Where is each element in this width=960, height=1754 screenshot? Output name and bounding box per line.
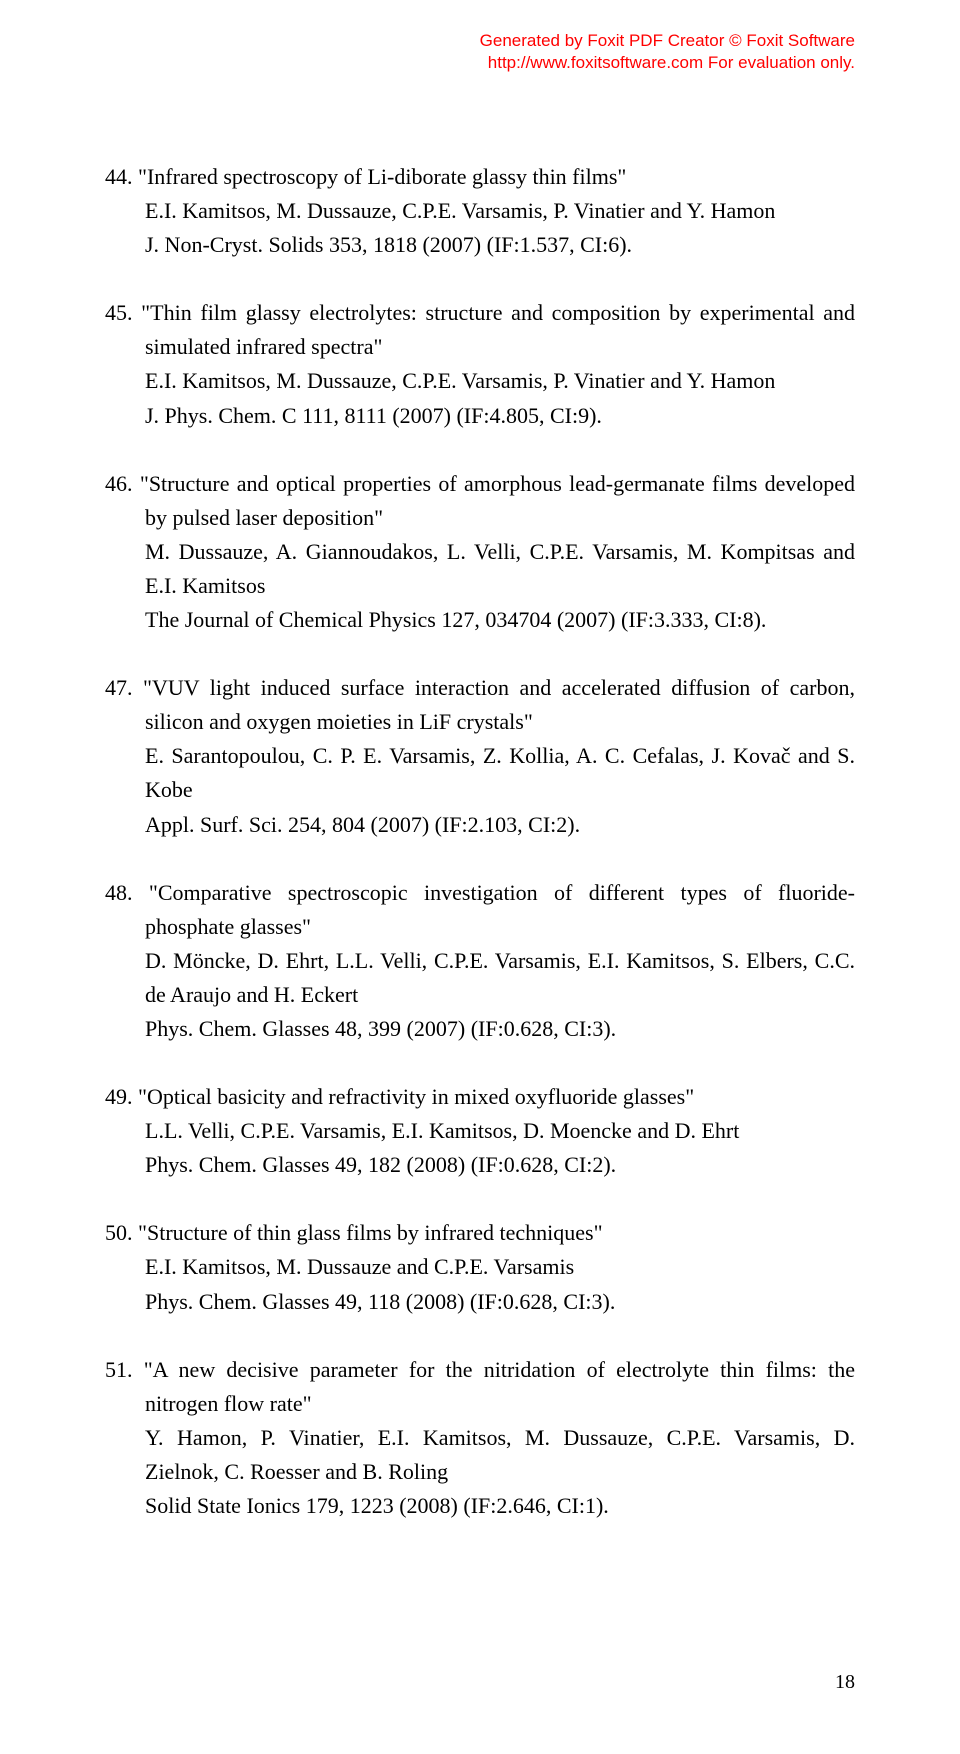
entry-title: "Comparative spectroscopic investigation… — [145, 880, 855, 939]
reference-entry: 45. "Thin film glassy electrolytes: stru… — [105, 296, 855, 432]
entry-pub: Phys. Chem. Glasses 49, 118 (2008) (IF:0… — [145, 1289, 615, 1314]
entry-authors: Y. Hamon, P. Vinatier, E.I. Kamitsos, M.… — [145, 1425, 855, 1484]
watermark-line1: Generated by Foxit PDF Creator © Foxit S… — [480, 30, 855, 52]
entry-num: 49. — [105, 1084, 133, 1109]
entry-pub: The Journal of Chemical Physics 127, 034… — [145, 607, 766, 632]
entry-authors: M. Dussauze, A. Giannoudakos, L. Velli, … — [145, 539, 855, 598]
entry-title: "Thin film glassy electrolytes: structur… — [141, 300, 855, 359]
entry-num: 51. — [105, 1357, 133, 1382]
entry-pub: Phys. Chem. Glasses 49, 182 (2008) (IF:0… — [145, 1152, 616, 1177]
entry-pub: Appl. Surf. Sci. 254, 804 (2007) (IF:2.1… — [145, 812, 580, 837]
content: 44. "Infrared spectroscopy of Li-diborat… — [105, 160, 855, 1557]
watermark: Generated by Foxit PDF Creator © Foxit S… — [480, 30, 855, 74]
reference-entry: 46. "Structure and optical properties of… — [105, 467, 855, 637]
page: Generated by Foxit PDF Creator © Foxit S… — [0, 0, 960, 1754]
reference-entry: 50. "Structure of thin glass films by in… — [105, 1216, 855, 1318]
entry-title: "Structure and optical properties of amo… — [140, 471, 855, 530]
reference-entry: 47. "VUV light induced surface interacti… — [105, 671, 855, 841]
entry-authors: E.I. Kamitsos, M. Dussauze, C.P.E. Varsa… — [145, 198, 775, 223]
reference-entry: 48. "Comparative spectroscopic investiga… — [105, 876, 855, 1046]
entry-title: "Optical basicity and refractivity in mi… — [138, 1084, 694, 1109]
entry-pub: J. Phys. Chem. C 111, 8111 (2007) (IF:4.… — [145, 403, 602, 428]
reference-entry: 49. "Optical basicity and refractivity i… — [105, 1080, 855, 1182]
entry-num: 48. — [105, 880, 133, 905]
entry-num: 47. — [105, 675, 133, 700]
entry-num: 45. — [105, 300, 133, 325]
entry-title: "VUV light induced surface interaction a… — [143, 675, 855, 734]
entry-pub: Phys. Chem. Glasses 48, 399 (2007) (IF:0… — [145, 1016, 616, 1041]
entry-authors: L.L. Velli, C.P.E. Varsamis, E.I. Kamits… — [145, 1118, 739, 1143]
page-number: 18 — [835, 1671, 855, 1694]
watermark-line2: http://www.foxitsoftware.com For evaluat… — [480, 52, 855, 74]
entry-pub: J. Non-Cryst. Solids 353, 1818 (2007) (I… — [145, 232, 632, 257]
entry-authors: E.I. Kamitsos, M. Dussauze, C.P.E. Varsa… — [145, 368, 775, 393]
reference-entry: 44. "Infrared spectroscopy of Li-diborat… — [105, 160, 855, 262]
entry-pub: Solid State Ionics 179, 1223 (2008) (IF:… — [145, 1493, 609, 1518]
entry-num: 50. — [105, 1220, 133, 1245]
entry-title: "A new decisive parameter for the nitrid… — [144, 1357, 855, 1416]
entry-authors: D. Möncke, D. Ehrt, L.L. Velli, C.P.E. V… — [145, 948, 855, 1007]
entry-authors: E. Sarantopoulou, C. P. E. Varsamis, Z. … — [145, 743, 855, 802]
entry-num: 46. — [105, 471, 133, 496]
entry-authors: E.I. Kamitsos, M. Dussauze and C.P.E. Va… — [145, 1254, 574, 1279]
entry-num: 44. — [105, 164, 133, 189]
reference-entry: 51. "A new decisive parameter for the ni… — [105, 1353, 855, 1523]
entry-title: "Structure of thin glass films by infrar… — [138, 1220, 603, 1245]
entry-title: "Infrared spectroscopy of Li-diborate gl… — [138, 164, 626, 189]
